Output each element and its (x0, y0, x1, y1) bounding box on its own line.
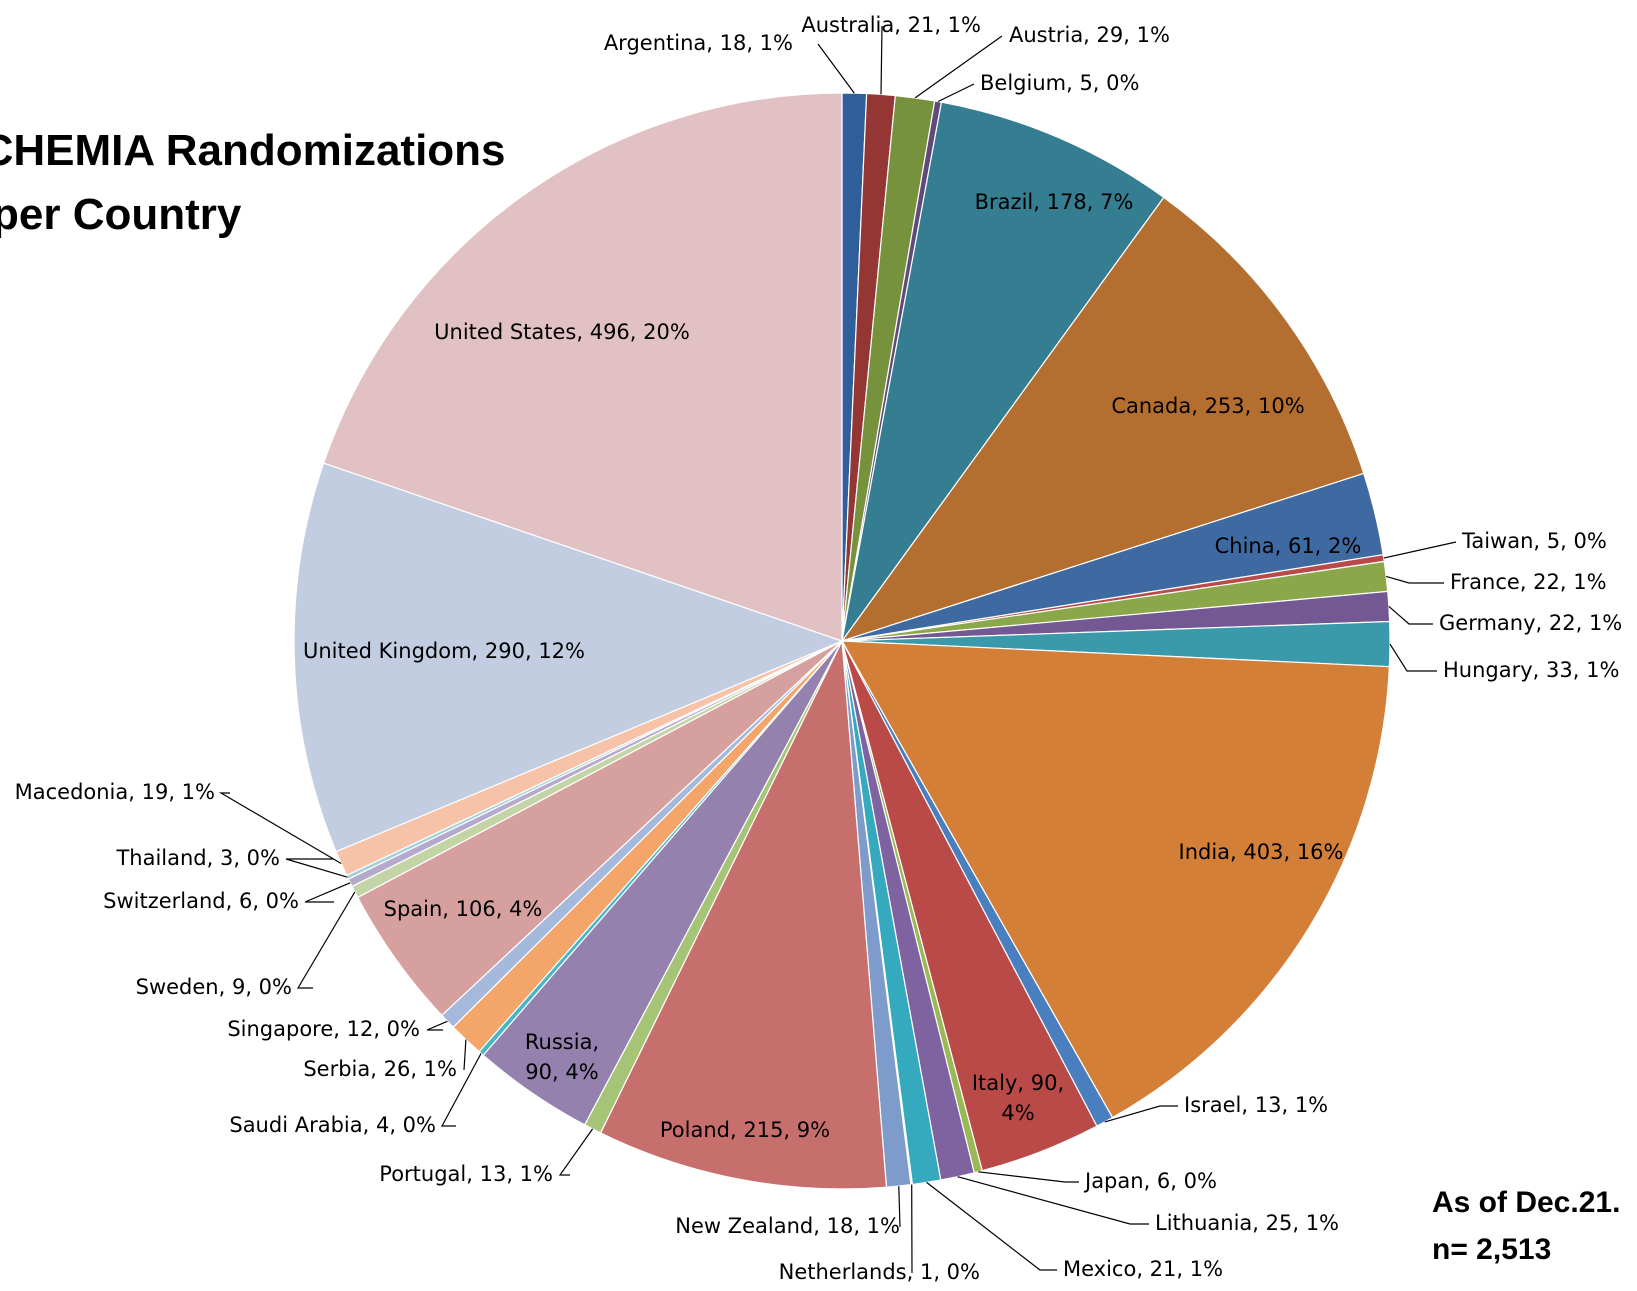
slice-label-france: France, 22, 1% (1450, 570, 1607, 594)
slice-label-poland: Poland, 215, 9% (660, 1118, 830, 1142)
leader-line-portugal (560, 1129, 593, 1175)
slice-label-portugal: Portugal, 13, 1% (379, 1162, 553, 1186)
slice-label-japan: Japan, 6, 0% (1083, 1169, 1217, 1193)
slice-label-spain: Spain, 106, 4% (384, 897, 543, 921)
leader-line-france (1386, 576, 1444, 583)
leader-line-japan (978, 1172, 1079, 1182)
slice-label-belgium: Belgium, 5, 0% (980, 71, 1139, 95)
leader-line-serbia (464, 1040, 466, 1070)
slice-label-serbia: Serbia, 26, 1% (303, 1057, 457, 1081)
slice-label-argentina: Argentina, 18, 1% (604, 31, 793, 55)
leader-line-germany (1389, 606, 1433, 624)
slice-label-israel: Israel, 13, 1% (1184, 1093, 1328, 1117)
slice-label-netherlands: Netherlands, 1, 0% (779, 1260, 980, 1284)
slice-label-new-zealand: New Zealand, 18, 1% (675, 1214, 900, 1238)
leader-line-argentina (818, 44, 854, 93)
slice-label-sweden: Sweden, 9, 0% (136, 975, 292, 999)
slice-label-united-states: United States, 496, 20% (434, 320, 690, 344)
slice-label-taiwan: Taiwan, 5, 0% (1461, 529, 1607, 553)
slice-label-australia: Australia, 21, 1% (801, 13, 981, 37)
chart-title-line-2: per Country (0, 190, 241, 240)
chart-title-line-1: ISCHEMIA Randomizations (0, 126, 506, 176)
slice-label-united-kingdom: United Kingdom, 290, 12% (303, 639, 585, 663)
slice-label-canada: Canada, 253, 10% (1111, 394, 1304, 418)
leader-line-mexico (927, 1182, 1057, 1270)
total-n-note: n= 2,513 (1432, 1233, 1551, 1267)
slice-label-germany: Germany, 22, 1% (1439, 611, 1622, 635)
slice-label-switzerland: Switzerland, 6, 0% (103, 889, 299, 913)
leader-line-singapore (427, 1021, 447, 1030)
slice-label-mexico: Mexico, 21, 1% (1063, 1257, 1223, 1281)
slice-label-macedonia: Macedonia, 19, 1% (15, 780, 215, 804)
slice-label-india: India, 403, 16% (1179, 840, 1344, 864)
slice-label-austria: Austria, 29, 1% (1009, 23, 1170, 47)
leader-line-hungary (1390, 644, 1437, 671)
slice-label-brazil: Brazil, 178, 7% (975, 190, 1134, 214)
slice-label-china: China, 61, 2% (1215, 534, 1362, 558)
slice-label-hungary: Hungary, 33, 1% (1443, 658, 1619, 682)
slice-label-singapore: Singapore, 12, 0% (227, 1017, 420, 1041)
slice-label-saudi-arabia: Saudi Arabia, 4, 0% (229, 1113, 436, 1137)
leader-line-sweden (298, 892, 355, 988)
slice-label-lithuania: Lithuania, 25, 1% (1155, 1211, 1339, 1235)
leader-line-taiwan (1384, 542, 1456, 558)
leader-line-switzerland (305, 883, 350, 902)
slice-label-thailand: Thailand, 3, 0% (115, 846, 280, 870)
leader-line-belgium (938, 84, 974, 102)
as-of-date-note: As of Dec.21. (1432, 1186, 1620, 1220)
